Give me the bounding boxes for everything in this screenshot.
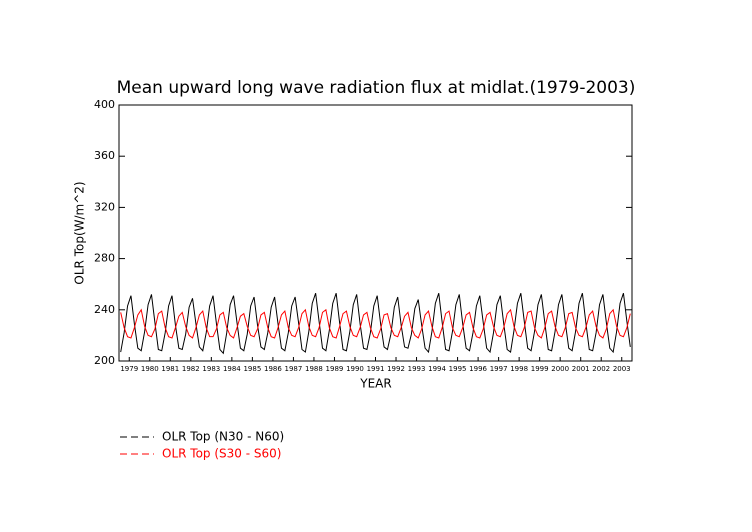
x-tick-label: 1993 [408,365,426,373]
legend-label: OLR Top (N30 - N60) [162,430,284,444]
y-tick-label: 200 [94,354,115,367]
x-tick-label: 1986 [264,365,282,373]
chart-title: Mean upward long wave radiation flux at … [117,78,636,98]
y-tick-label: 240 [94,303,115,316]
legend-label: OLR Top (S30 - S60) [162,447,281,461]
x-tick-label: 2001 [572,365,590,373]
x-tick-label: 2000 [551,365,569,373]
x-tick-label: 1983 [202,365,220,373]
x-tick-label: 1979 [120,365,138,373]
x-tick-label: 2003 [613,365,631,373]
x-tick-label: 1998 [510,365,528,373]
x-tick-label: 1990 [346,365,364,373]
x-tick-label: 2002 [592,365,610,373]
x-tick-label: 1995 [449,365,467,373]
x-axis-label: YEAR [359,377,391,391]
y-tick-label: 280 [94,252,115,265]
x-tick-label: 1980 [141,365,159,373]
x-tick-label: 1997 [490,365,508,373]
x-tick-label: 1988 [305,365,323,373]
x-tick-label: 1982 [182,365,200,373]
x-tick-label: 1987 [285,365,303,373]
x-tick-label: 1989 [326,365,344,373]
x-tick-label: 1985 [243,365,261,373]
x-tick-label: 1984 [223,365,241,373]
x-tick-label: 1991 [367,365,385,373]
x-tick-label: 1992 [387,365,405,373]
y-tick-label: 360 [94,149,115,162]
x-tick-label: 1981 [161,365,179,373]
y-tick-label: 320 [94,200,115,213]
y-axis-label: OLR Top(W/m^2) [73,181,87,284]
y-tick-label: 400 [94,98,115,111]
x-tick-label: 1999 [531,365,549,373]
x-tick-label: 1994 [428,365,446,373]
series-line [120,308,631,339]
x-tick-label: 1996 [469,365,487,373]
